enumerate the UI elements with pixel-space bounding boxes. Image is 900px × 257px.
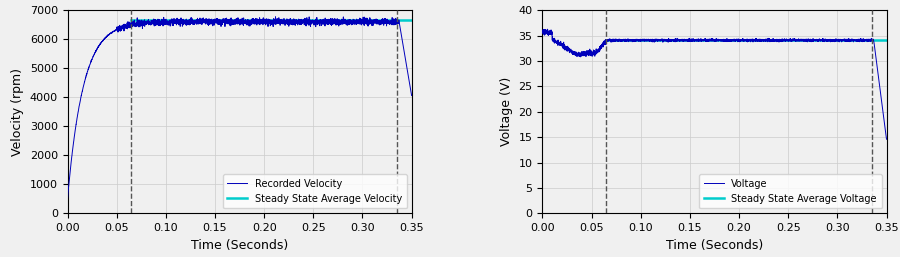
Recorded Velocity — [380, 21, 391, 24]
Legend: Voltage, Steady State Average Voltage: Voltage, Steady State Average Voltage — [699, 174, 882, 208]
Recorded Velocity — [186, 22, 197, 25]
Voltage — [854, 38, 865, 41]
Voltage — [537, 29, 548, 32]
Recorded Velocity — [224, 24, 235, 27]
X-axis label: Time (Seconds): Time (Seconds) — [191, 238, 288, 252]
Voltage — [756, 39, 767, 42]
Y-axis label: Velocity (rpm): Velocity (rpm) — [11, 68, 24, 156]
Recorded Velocity — [270, 15, 281, 18]
Voltage — [662, 39, 672, 42]
Recorded Velocity — [134, 23, 145, 26]
Recorded Velocity — [266, 23, 277, 26]
Voltage — [609, 38, 620, 41]
Voltage — [881, 138, 892, 141]
Voltage — [699, 38, 710, 41]
Recorded Velocity — [281, 22, 292, 25]
X-axis label: Time (Seconds): Time (Seconds) — [666, 238, 763, 252]
Voltage — [542, 28, 553, 31]
Y-axis label: Voltage (V): Voltage (V) — [500, 77, 513, 146]
Recorded Velocity — [406, 94, 417, 97]
Recorded Velocity — [62, 198, 73, 201]
Line: Recorded Velocity: Recorded Velocity — [68, 17, 411, 199]
Legend: Recorded Velocity, Steady State Average Velocity: Recorded Velocity, Steady State Average … — [222, 174, 407, 208]
Voltage — [742, 39, 752, 42]
Line: Voltage: Voltage — [543, 29, 886, 139]
